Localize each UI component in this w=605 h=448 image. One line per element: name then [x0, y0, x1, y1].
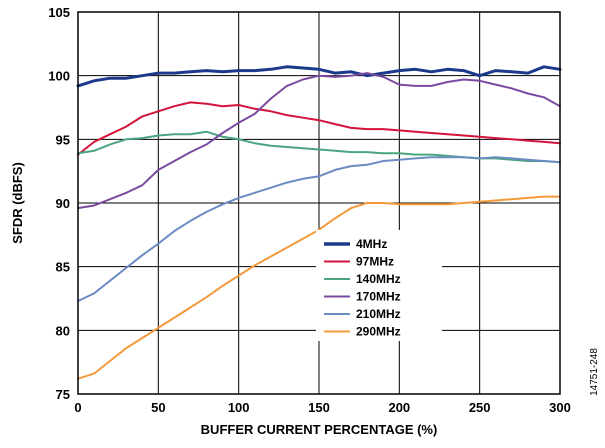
- series-line-97mhz: [77, 101, 561, 156]
- legend: 4MHz 97MHz 140MHz 170MHz 210MHz 290MHz: [316, 230, 442, 341]
- legend-label-140mhz: 140MHz: [356, 272, 401, 286]
- x-axis-title: BUFFER CURRENT PERCENTAGE (%): [201, 422, 438, 437]
- legend-background: [316, 230, 442, 341]
- legend-label-290mhz: 290MHz: [356, 325, 401, 339]
- legend-label-170mhz: 170MHz: [356, 290, 401, 304]
- y-tick-labels: 75 80 85 90 95 100 105: [48, 5, 70, 402]
- legend-label-210mhz: 210MHz: [356, 307, 401, 321]
- y-tick-label: 95: [56, 132, 70, 147]
- figure-id: 14751-248: [589, 348, 600, 396]
- y-tick-label: 90: [56, 196, 70, 211]
- y-tick-label: 80: [56, 323, 70, 338]
- series-line-210mhz: [77, 156, 561, 302]
- x-tick-label: 150: [308, 400, 330, 415]
- series-line-4mhz: [76, 65, 562, 88]
- x-tick-label: 250: [469, 400, 491, 415]
- y-tick-label: 100: [48, 69, 70, 84]
- y-tick-label: 85: [56, 260, 70, 275]
- x-tick-label: 0: [74, 400, 81, 415]
- x-tick-label: 300: [549, 400, 571, 415]
- legend-label-4mhz: 4MHz: [356, 237, 387, 251]
- legend-label-97mhz: 97MHz: [356, 255, 394, 269]
- plot-frame: [77, 11, 561, 395]
- x-tick-labels: 0 50 100 150 200 250 300: [74, 400, 570, 415]
- x-tick-label: 100: [228, 400, 250, 415]
- x-tick-label: 50: [151, 400, 165, 415]
- series-lines: [76, 65, 562, 380]
- y-axis-title: SFDR (dBFS): [10, 162, 25, 244]
- x-tick-label: 200: [388, 400, 410, 415]
- series-line-290mhz: [77, 195, 561, 380]
- y-tick-label: 75: [56, 387, 70, 402]
- series-line-170mhz: [77, 72, 561, 210]
- y-tick-label: 105: [48, 5, 70, 20]
